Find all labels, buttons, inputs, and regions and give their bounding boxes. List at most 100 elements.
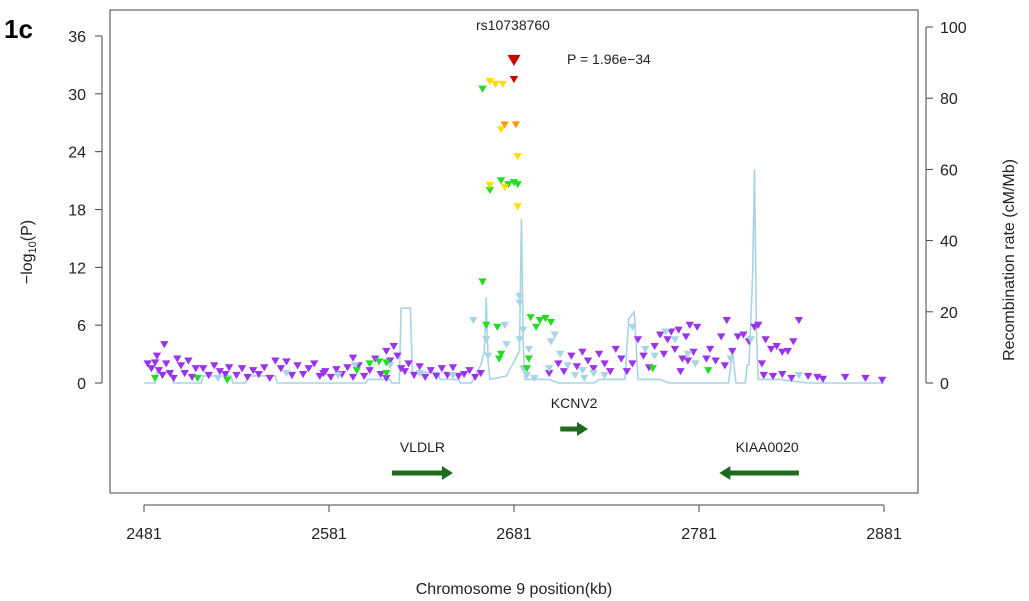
snp-point [778, 348, 787, 356]
snp-point [160, 341, 169, 349]
snp-point [400, 368, 410, 376]
snp-point [150, 374, 160, 382]
genes-layer: VLDLR KCNV2 KIAA0020 [391, 395, 799, 480]
snp-point [659, 350, 669, 358]
snp-point [409, 371, 419, 380]
snp-point [511, 121, 521, 129]
snp-point [789, 338, 798, 346]
snp-point [470, 373, 480, 381]
recombination-rate-line [144, 169, 884, 384]
snp-point [580, 374, 589, 382]
snp-point [465, 367, 474, 375]
snp-point [382, 370, 391, 378]
snp-point [685, 321, 694, 329]
snp-point [191, 365, 200, 373]
snp-point [184, 357, 193, 365]
snp-point [663, 336, 672, 344]
snp-point [535, 316, 545, 325]
snp-point [243, 373, 252, 381]
snp-point [147, 365, 156, 373]
snp-point [787, 374, 796, 382]
snp-point [544, 365, 554, 373]
snp-point [546, 318, 556, 327]
snp-point [600, 360, 609, 368]
snp-point [334, 371, 343, 380]
y2-tick-label: 0 [940, 376, 949, 393]
y2-tick-label: 100 [940, 20, 967, 37]
snp-point [661, 328, 670, 336]
snp-point [513, 181, 522, 189]
snp-point [271, 357, 280, 365]
snp-point [199, 365, 208, 373]
axes-layer: 2481 2581 2681 2781 2881 0 6 12 18 24 30 36 0 20 40 60 8… [68, 20, 967, 543]
snp-point [667, 328, 676, 336]
x-tick-label: 2881 [866, 526, 902, 543]
snp-point [293, 362, 302, 370]
snp-point [165, 370, 175, 378]
snp-point [702, 355, 711, 363]
snp-point [589, 370, 598, 378]
snp-point [152, 352, 162, 360]
snp-point [583, 357, 593, 365]
snp-point [676, 368, 685, 376]
snp-point [522, 371, 532, 380]
snp-point [485, 77, 495, 86]
snp-point [606, 368, 615, 376]
snp-point [204, 371, 213, 380]
snp-point [232, 371, 241, 380]
snp-point [840, 373, 850, 381]
snp-point [513, 203, 522, 211]
y-tick-label: 24 [68, 145, 86, 162]
snp-point [180, 370, 189, 378]
snp-point [193, 374, 202, 382]
snp-point [532, 323, 541, 331]
snp-point [803, 372, 813, 381]
snp-point [622, 368, 632, 376]
snp-point [315, 372, 324, 381]
snp-point [544, 370, 554, 378]
snp-point [143, 360, 152, 368]
snp-point [162, 360, 171, 368]
snp-point [348, 373, 358, 381]
gene-arrowhead [577, 422, 588, 436]
snp-point [176, 362, 186, 370]
snp-point [670, 345, 680, 354]
snp-point [768, 372, 778, 381]
snp-point [482, 321, 491, 329]
snp-point [563, 362, 572, 370]
lead-snp-pvalue: P = 1.96e−34 [567, 51, 651, 67]
gene-arrowhead [719, 466, 731, 480]
snp-point [726, 355, 735, 363]
snp-point [711, 357, 720, 365]
snp-point [728, 347, 737, 355]
y-tick-label: 0 [77, 376, 86, 393]
snp-point [633, 336, 643, 344]
snp-point [572, 363, 582, 371]
snp-point [759, 371, 768, 380]
snp-point [248, 367, 258, 375]
snp-point [794, 371, 804, 380]
snp-point [448, 371, 458, 380]
snp-point [415, 370, 424, 378]
snp-point [611, 345, 620, 354]
snp-point [432, 372, 441, 381]
snp-point [304, 365, 313, 373]
snp-point [382, 359, 391, 367]
snp-point [739, 331, 748, 339]
y2-tick-label: 60 [940, 162, 958, 179]
snp-point [589, 365, 598, 373]
snp-point [813, 373, 822, 381]
recombination-layer [144, 169, 884, 384]
gene-vldlr: VLDLR [391, 439, 453, 480]
snp-point [720, 362, 730, 370]
snp-point [282, 358, 291, 366]
snp-point [670, 336, 680, 344]
snp-point [522, 365, 532, 373]
gene-label: KIAA0020 [736, 439, 799, 455]
snp-point [683, 357, 693, 365]
snp-point [639, 352, 648, 360]
snp-point [310, 360, 319, 368]
snp-point [478, 278, 487, 286]
snp-point [385, 362, 395, 370]
snp-point [650, 352, 659, 360]
